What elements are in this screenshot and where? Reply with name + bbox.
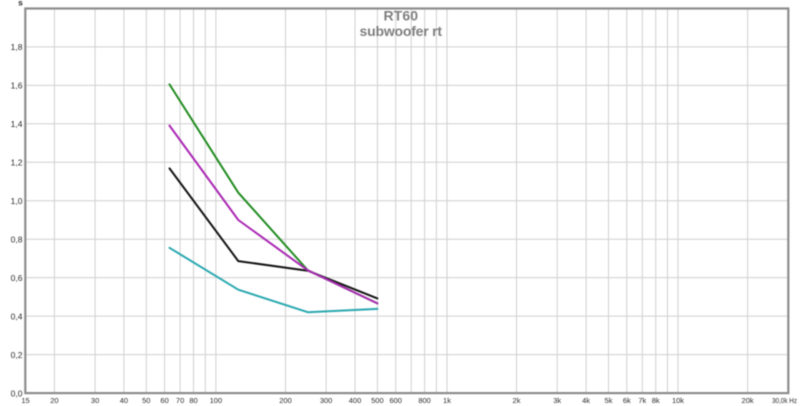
svg-text:200: 200 (279, 396, 292, 405)
svg-text:1,2: 1,2 (11, 158, 23, 168)
svg-text:15: 15 (21, 396, 29, 405)
svg-text:1,8: 1,8 (11, 42, 23, 52)
svg-text:50: 50 (142, 396, 150, 405)
svg-text:30,0k Hz: 30,0k Hz (772, 396, 797, 405)
svg-text:80: 80 (189, 396, 197, 405)
svg-text:800: 800 (418, 396, 431, 405)
svg-text:100: 100 (210, 396, 223, 405)
svg-text:8k: 8k (652, 396, 660, 405)
svg-text:20: 20 (50, 396, 58, 405)
svg-text:4k: 4k (582, 396, 590, 405)
svg-text:0,0: 0,0 (11, 388, 23, 398)
svg-text:s: s (18, 0, 23, 8)
svg-text:30: 30 (91, 396, 99, 405)
svg-text:300: 300 (320, 396, 333, 405)
svg-text:0,6: 0,6 (11, 273, 23, 283)
svg-text:5k: 5k (605, 396, 613, 405)
svg-text:6k: 6k (623, 396, 631, 405)
svg-text:60: 60 (160, 396, 168, 405)
svg-text:1,6: 1,6 (11, 81, 23, 91)
svg-text:10k: 10k (672, 396, 684, 405)
svg-text:70: 70 (176, 396, 184, 405)
svg-text:1,4: 1,4 (11, 119, 23, 129)
svg-text:40: 40 (120, 396, 128, 405)
svg-text:7k: 7k (638, 396, 646, 405)
svg-text:RT60: RT60 (384, 8, 419, 24)
svg-text:1k: 1k (443, 396, 451, 405)
svg-text:0,8: 0,8 (11, 235, 23, 245)
svg-text:1,0: 1,0 (11, 196, 23, 206)
svg-text:500: 500 (371, 396, 384, 405)
svg-text:subwoofer rt: subwoofer rt (360, 23, 443, 39)
svg-text:0,2: 0,2 (11, 350, 23, 360)
svg-text:20k: 20k (742, 396, 754, 405)
svg-text:600: 600 (389, 396, 402, 405)
svg-text:400: 400 (349, 396, 362, 405)
svg-text:0,4: 0,4 (11, 311, 23, 321)
svg-text:3k: 3k (553, 396, 561, 405)
svg-text:2k: 2k (513, 396, 521, 405)
